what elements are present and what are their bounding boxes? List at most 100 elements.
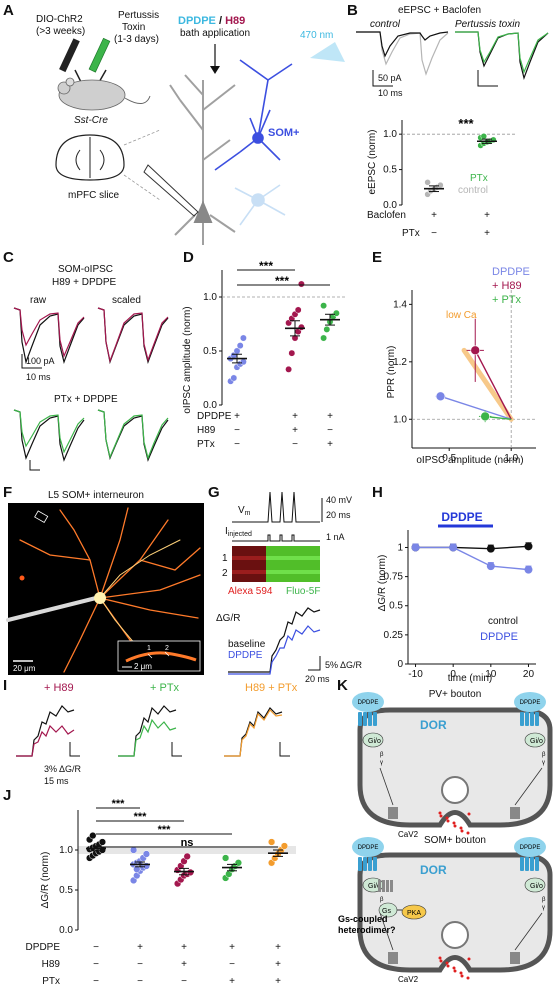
- data-point: [333, 310, 339, 316]
- c-scale-pa: 100 pA: [26, 356, 55, 366]
- panel-label-b: B: [347, 2, 358, 19]
- g-dpdpe: DPDPE: [228, 650, 263, 661]
- panel-label-f: F: [3, 484, 12, 501]
- c-title2: H89 + DPDPE: [52, 277, 117, 288]
- data-point: [237, 342, 243, 348]
- d-row-value: +: [327, 411, 333, 422]
- b-row1-v0: +: [431, 210, 437, 221]
- e-legend-dpdpe: DPDPE: [492, 266, 530, 278]
- transmitter-dot: [467, 832, 470, 835]
- dor-receptor: [363, 857, 367, 871]
- i-trace-ptx: [118, 720, 176, 756]
- faded-neuron-icon: [235, 185, 285, 225]
- c-trace-scaled-h89: [98, 308, 168, 361]
- dor-receptor: [530, 857, 534, 871]
- h-ylabel: ΔG/R (norm): [377, 555, 388, 612]
- a-bath-title: DPDPE / H89: [178, 15, 245, 27]
- data-point: [481, 412, 490, 421]
- e-legend-h89: + H89: [492, 280, 522, 292]
- synaptic-vesicle: [442, 777, 468, 803]
- x-tick-label: 20: [523, 669, 535, 680]
- data-point: [320, 302, 326, 308]
- g-baseline: baseline: [228, 639, 266, 650]
- data-point: [481, 133, 487, 139]
- transmitter-dot: [446, 962, 449, 965]
- gamma-label: γ: [542, 760, 545, 766]
- panel-a: DIO-ChR2 (>3 weeks) Pertussis Toxin (1-3…: [36, 10, 345, 245]
- panel-label-c: C: [3, 249, 14, 266]
- panel-k: PV+ bouton SOM+ bouton DPDPEGi/oβγDPDPEG…: [338, 689, 550, 984]
- e-lowca: low Ca: [446, 310, 477, 321]
- dor-label: DOR: [420, 863, 447, 877]
- d-ylabel: oIPSC amplitude (norm): [182, 306, 193, 413]
- synaptic-vesicle: [442, 922, 468, 948]
- dor-receptor: [368, 857, 372, 871]
- j-condition-table: DPDPE − + + + +H89− − + − +PTx − − − + +: [26, 942, 282, 987]
- d-row-label: PTx: [197, 439, 215, 450]
- transmitter-dot: [453, 967, 456, 970]
- d-row-label: DPDPE: [197, 411, 232, 422]
- x-tick-label: 1.0: [504, 453, 518, 464]
- significance-label: ns: [181, 837, 194, 849]
- a-light-label: 470 nm: [300, 30, 333, 41]
- j-row-value: +: [275, 942, 281, 953]
- g-iinj: Iinjected: [225, 526, 252, 538]
- g-vm-trace: [232, 492, 320, 522]
- j-row-value: −: [137, 959, 143, 970]
- data-point: [324, 326, 330, 332]
- gs-receptor: [378, 880, 381, 892]
- a-bath-h89: H89: [225, 15, 245, 27]
- y-tick-label: 1.0: [393, 414, 407, 425]
- j-row-value: −: [229, 959, 235, 970]
- transmitter-dot: [440, 960, 443, 963]
- data-point: [268, 839, 275, 846]
- data-point: [143, 851, 150, 858]
- j-row-value: +: [181, 942, 187, 953]
- x-tick-label: -10: [408, 669, 423, 680]
- data-point: [130, 847, 137, 854]
- c-trace-ptx-ctrl: [14, 410, 84, 460]
- transmitter-dot: [439, 812, 442, 815]
- y-tick-label: 0: [397, 659, 403, 670]
- j-row-value: −: [93, 976, 99, 987]
- panel-label-j: J: [3, 787, 11, 804]
- chart-h: 00.250.50.751-10 0 10 20: [384, 530, 536, 680]
- g-scale-mv: 40 mV: [326, 495, 352, 505]
- c-trace-ptx-dpdpe: [14, 410, 84, 452]
- i-ptx-label: + PTx: [150, 682, 180, 694]
- panel-label-d: D: [183, 249, 194, 266]
- cav-channel: [388, 952, 398, 964]
- data-point: [99, 839, 106, 846]
- j-row-value: −: [93, 959, 99, 970]
- c-scale-ms: 10 ms: [26, 372, 51, 382]
- panel-e: DPDPE + H89 + PTx PPR (norm) oIPSC ampli…: [386, 266, 536, 466]
- i-scale-ms: 15 ms: [44, 776, 69, 786]
- cav-channel: [510, 952, 520, 964]
- transmitter-dot: [460, 827, 463, 830]
- i-trace-h89: [16, 726, 74, 756]
- b-ptx-label: Pertussis toxin: [455, 19, 520, 30]
- dor-receptor: [373, 857, 377, 871]
- j-row-value: +: [229, 976, 235, 987]
- a-virus1: DIO-ChR2: [36, 14, 83, 25]
- cav-label: CaV2: [398, 975, 419, 984]
- c-title1: SOM-oIPSC: [58, 264, 113, 275]
- c-ptx-title: PTx + DPDPE: [54, 394, 118, 405]
- beta-label: β: [380, 752, 384, 758]
- panel-label-i: I: [3, 677, 7, 694]
- dor-receptor: [358, 712, 362, 726]
- y-tick-label: 0.0: [59, 925, 73, 936]
- transmitter-dot: [447, 965, 450, 968]
- transmitter-dot: [461, 975, 464, 978]
- d-row-value: −: [327, 425, 333, 436]
- transmitter-dot: [446, 817, 449, 820]
- data-point: [231, 375, 237, 381]
- j-ylabel: ΔG/R (norm): [40, 852, 51, 909]
- j-row-value: +: [137, 942, 143, 953]
- b-scale-ms: 10 ms: [378, 88, 403, 98]
- transmitter-dot: [447, 820, 450, 823]
- g-iinj-sub: injected: [228, 531, 252, 538]
- beta-label: β: [542, 897, 546, 903]
- transmitter-dot: [468, 813, 471, 816]
